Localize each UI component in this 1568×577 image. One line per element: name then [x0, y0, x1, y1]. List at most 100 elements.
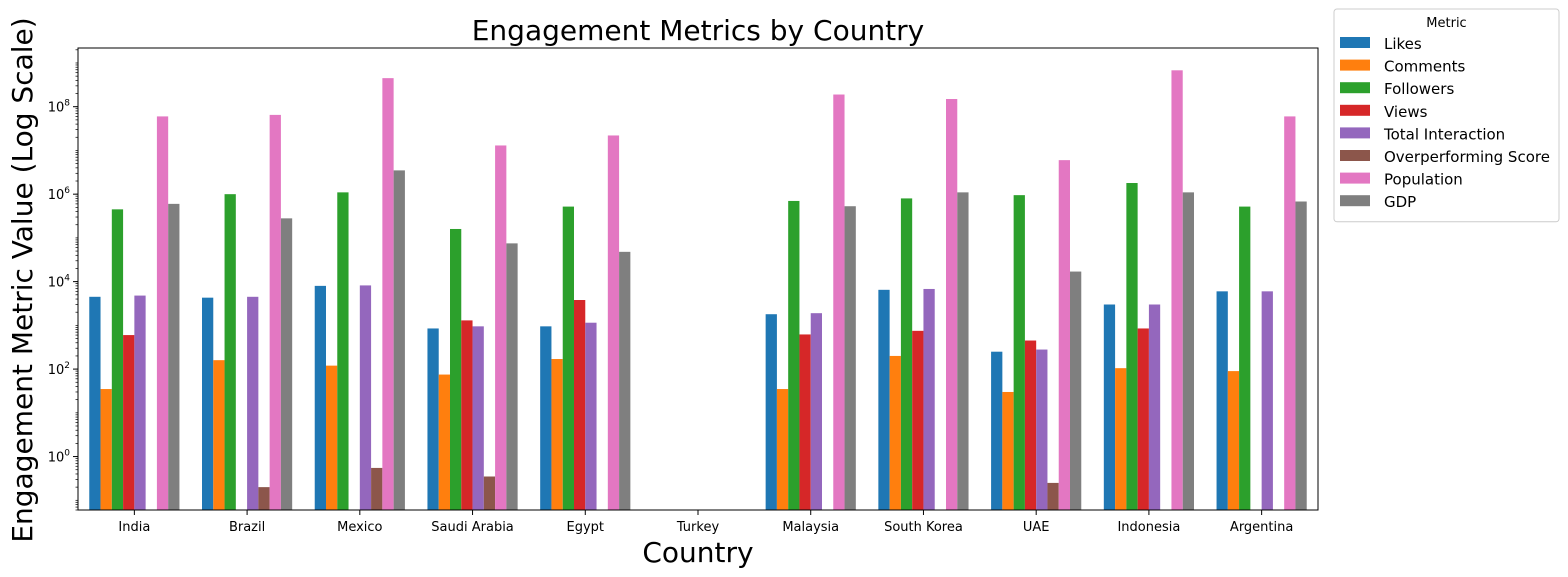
bar [1171, 70, 1183, 511]
bar [1216, 291, 1228, 510]
bar [1024, 340, 1037, 510]
bar [788, 200, 800, 510]
legend-swatch [1340, 127, 1370, 139]
bar [89, 296, 101, 510]
bar [607, 135, 620, 510]
bar [799, 334, 811, 510]
x-tick-label: Turkey [676, 520, 720, 535]
bar [765, 314, 777, 510]
bar [1036, 349, 1048, 510]
x-axis-title: Country [642, 536, 753, 569]
bar [833, 94, 845, 511]
bar [100, 389, 112, 510]
legend-swatch [1340, 104, 1370, 116]
legend-box [1333, 8, 1560, 223]
bar [900, 198, 913, 510]
bar [619, 251, 631, 510]
legend-label: Population [1384, 171, 1463, 189]
bar [134, 295, 146, 510]
y-tick-label: 108 [48, 99, 71, 116]
bar [1013, 195, 1025, 510]
bar [1047, 482, 1059, 510]
legend-swatch [1340, 195, 1370, 207]
bar [1002, 391, 1014, 510]
bar [1137, 328, 1149, 510]
bar [844, 206, 856, 511]
bar [483, 476, 496, 510]
y-tick-label: 106 [48, 186, 71, 203]
legend-title: Metric [1426, 16, 1466, 31]
bar [427, 328, 439, 510]
legend-label: Followers [1384, 80, 1454, 98]
bar [551, 359, 563, 510]
bar [1284, 116, 1296, 510]
bar [247, 296, 259, 510]
x-tick-label: India [118, 520, 150, 535]
bar [472, 326, 484, 510]
y-tick-label: 102 [48, 361, 70, 378]
bar [585, 322, 597, 510]
legend-label: GDP [1384, 193, 1416, 211]
y-tick-label: 104 [48, 274, 71, 291]
x-tick-label: Mexico [337, 520, 382, 535]
bar [111, 209, 124, 510]
bar [991, 351, 1003, 510]
plot-area: 100 102 104 106 108 India Brazil Mexico Saudi Ar… [48, 47, 1319, 535]
legend-label: Likes [1384, 35, 1422, 53]
bar [574, 300, 586, 510]
bar [562, 206, 574, 510]
bar [506, 243, 518, 510]
bar [1126, 183, 1138, 510]
bar [878, 289, 890, 510]
bar [359, 285, 372, 510]
bar [371, 467, 383, 510]
y-axis-title: Engagement Metric Value (Log Scale) [6, 17, 39, 542]
bar [1295, 201, 1307, 510]
bar [1070, 271, 1082, 510]
legend-label: Total Interaction [1383, 125, 1505, 143]
x-tick-label: Argentina [1230, 520, 1293, 535]
bar [810, 313, 822, 510]
y-tick-label: 100 [48, 449, 71, 466]
x-tick-label: UAE [1023, 520, 1050, 535]
bar [1227, 371, 1240, 510]
bar [1103, 304, 1116, 510]
legend-label: Comments [1384, 58, 1465, 76]
legend: Metric Likes Comments Followers Views Total I… [1333, 8, 1560, 223]
bar [123, 335, 135, 510]
bar [1148, 304, 1161, 510]
bar [957, 192, 969, 511]
bar [1115, 368, 1127, 510]
bar [450, 228, 462, 511]
bar [1261, 291, 1273, 510]
bar [776, 389, 789, 510]
bar [258, 487, 270, 510]
bar [337, 192, 349, 511]
bar [540, 326, 552, 510]
legend-swatch [1340, 150, 1370, 161]
legend-swatch [1340, 59, 1370, 71]
x-tick-label: Saudi Arabia [431, 520, 514, 535]
bar [326, 365, 338, 510]
bar [202, 297, 214, 510]
x-tick-label: Egypt [567, 520, 605, 535]
bar [269, 114, 281, 510]
bar [889, 355, 901, 510]
bar [393, 170, 405, 510]
bar [438, 374, 450, 510]
bar [923, 288, 935, 510]
legend-swatch [1340, 37, 1370, 48]
x-tick-label: Malaysia [782, 520, 839, 535]
legend-label: Views [1384, 103, 1428, 121]
bar [1182, 192, 1194, 511]
bar [224, 194, 236, 511]
bar [156, 116, 169, 510]
bar [1058, 160, 1070, 510]
bar [213, 360, 225, 510]
chart-title: Engagement Metrics by Country [472, 14, 925, 47]
bar [168, 203, 180, 510]
bar [495, 145, 507, 510]
bar [1239, 206, 1251, 510]
